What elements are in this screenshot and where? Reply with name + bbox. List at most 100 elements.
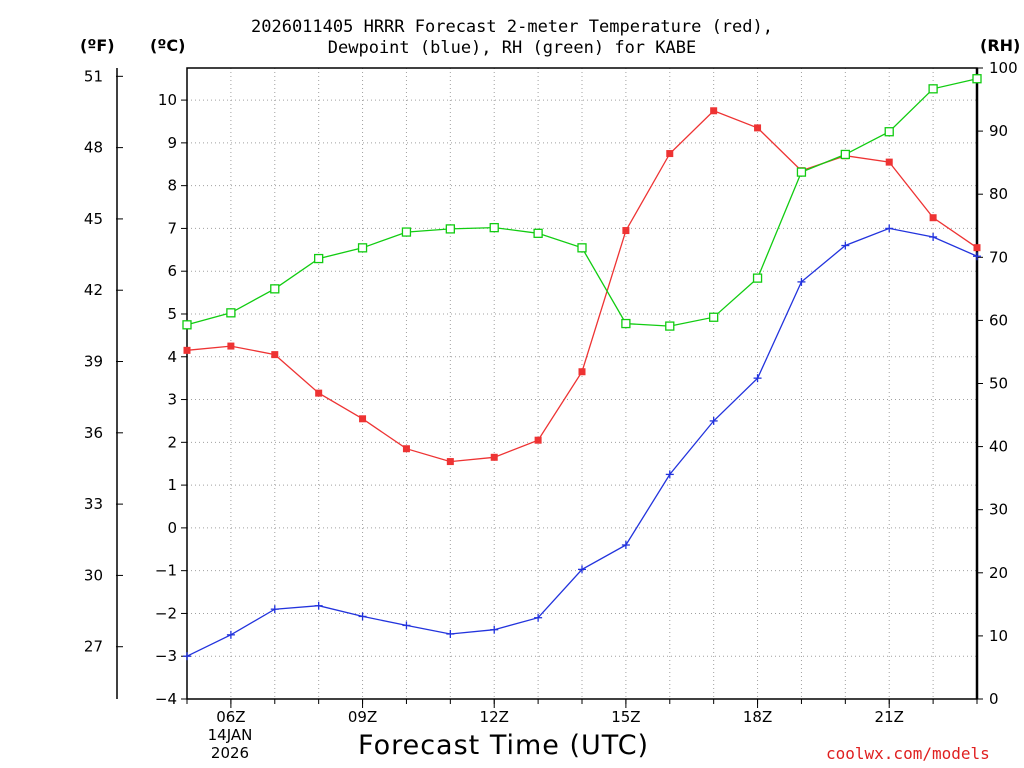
- date-year-label: 2026: [210, 744, 250, 762]
- rh-point: [270, 284, 280, 294]
- temperature-point: [885, 158, 893, 166]
- rh-tick-label: 90: [989, 122, 1008, 140]
- credit-label: coolwx.com/models: [826, 744, 990, 763]
- dewpoint-point: [314, 601, 323, 610]
- celsius-tick-label: −3: [155, 647, 177, 665]
- date-day-label: 14JAN: [207, 726, 253, 744]
- rh-point: [314, 253, 324, 264]
- series-rh: [182, 74, 982, 331]
- rh-point: [357, 243, 368, 253]
- rh-point: [182, 320, 192, 330]
- x-tick-label: 06Z: [216, 708, 245, 726]
- rh-point: [796, 167, 807, 177]
- temperature-point: [446, 458, 454, 466]
- rh-tick-label: 40: [989, 438, 1008, 456]
- dewpoint-point: [402, 621, 411, 630]
- temperature-point: [534, 436, 542, 444]
- fahrenheit-tick-label: 48: [84, 139, 103, 157]
- series-dewpoint: [183, 224, 981, 661]
- temperature-point: [666, 150, 674, 158]
- rh-tick-label: 10: [989, 627, 1008, 645]
- x-tick-label: 12Z: [480, 708, 509, 726]
- rh-point: [972, 74, 982, 84]
- fahrenheit-tick-label: 45: [84, 210, 103, 228]
- fahrenheit-tick-label: 51: [84, 67, 103, 85]
- temperature-point: [622, 227, 630, 235]
- fahrenheit-tick-label: 27: [84, 638, 103, 656]
- grid-lines: [187, 68, 977, 699]
- dewpoint-point: [621, 540, 630, 549]
- dewpoint-point: [797, 277, 806, 286]
- x-tick-label: 21Z: [875, 708, 904, 726]
- dewpoint-point: [270, 605, 279, 614]
- dewpoint-point: [753, 374, 762, 383]
- fahrenheit-tick-label: 30: [84, 566, 103, 584]
- dewpoint-point: [665, 470, 674, 479]
- rh-tick-label: 70: [989, 248, 1008, 266]
- celsius-tick-label: 5: [167, 305, 177, 323]
- dewpoint-point: [885, 224, 894, 233]
- rh-point: [533, 228, 543, 238]
- axes: [116, 67, 983, 708]
- celsius-tick-label: 8: [167, 177, 177, 195]
- dewpoint-point: [358, 612, 367, 621]
- rh-tick-label: 80: [989, 185, 1008, 203]
- rh-point: [752, 273, 763, 283]
- temperature-point: [710, 107, 718, 115]
- rh-point: [621, 318, 631, 329]
- temperature-point: [315, 389, 323, 397]
- data-series: [182, 74, 982, 661]
- fahrenheit-unit-label: (ºF): [80, 36, 115, 55]
- dewpoint-point: [578, 565, 586, 574]
- celsius-tick-label: 10: [158, 91, 177, 109]
- temperature-point: [359, 415, 367, 423]
- tick-labels: −4−3−2−101234567891027303336394245485101…: [84, 59, 1018, 726]
- rh-point: [489, 222, 499, 233]
- celsius-tick-label: 1: [167, 476, 177, 494]
- dewpoint-point: [183, 652, 191, 661]
- rh-point: [928, 84, 938, 94]
- temperature-point: [227, 342, 235, 350]
- x-axis-label: Forecast Time (UTC): [358, 730, 650, 761]
- chart-subtitle: Dewpoint (blue), RH (green) for KABE: [327, 38, 697, 58]
- temperature-point: [402, 445, 410, 453]
- dewpoint-point: [534, 613, 543, 622]
- rh-point: [665, 321, 675, 331]
- x-tick-label: 18Z: [743, 708, 772, 726]
- celsius-unit-label: (ºC): [150, 36, 186, 55]
- dewpoint-point: [226, 630, 235, 639]
- celsius-tick-label: −1: [155, 562, 177, 580]
- celsius-tick-label: 7: [167, 219, 177, 237]
- temperature-point: [973, 244, 981, 252]
- rh-tick-label: 0: [989, 690, 999, 708]
- rh-tick-label: 50: [989, 375, 1008, 393]
- rh-tick-label: 60: [989, 311, 1008, 329]
- celsius-tick-label: 6: [167, 262, 177, 280]
- rh-point: [884, 127, 894, 137]
- rh-point: [840, 149, 850, 160]
- rh-unit-label: (RH): [980, 36, 1021, 55]
- celsius-tick-label: 0: [167, 519, 177, 537]
- dewpoint-point: [490, 625, 499, 634]
- celsius-tick-label: −4: [155, 690, 177, 708]
- rh-point: [401, 227, 412, 237]
- temperature-point: [929, 214, 937, 222]
- rh-tick-label: 100: [989, 59, 1018, 77]
- temperature-point: [578, 368, 586, 376]
- celsius-tick-label: 2: [167, 433, 177, 451]
- dewpoint-point: [709, 416, 718, 425]
- temperature-point: [754, 124, 762, 132]
- celsius-tick-label: 9: [167, 134, 177, 152]
- temperature-point: [271, 351, 279, 359]
- chart-title: 2026011405 HRRR Forecast 2-meter Tempera…: [251, 17, 773, 37]
- celsius-tick-label: 3: [167, 391, 177, 409]
- rh-point: [226, 308, 236, 318]
- rh-tick-label: 30: [989, 501, 1008, 519]
- celsius-tick-label: −2: [155, 604, 177, 622]
- fahrenheit-tick-label: 36: [84, 424, 103, 442]
- fahrenheit-tick-label: 33: [84, 495, 103, 513]
- dewpoint-point: [446, 629, 455, 638]
- temperature-point: [183, 346, 191, 354]
- fahrenheit-tick-label: 39: [84, 353, 103, 371]
